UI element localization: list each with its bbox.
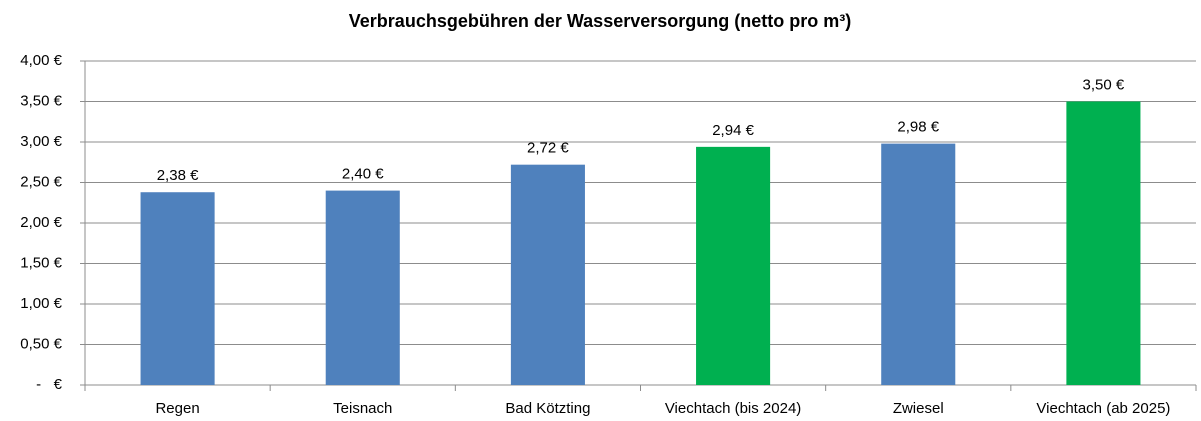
y-tick-label: 0,50 € xyxy=(20,335,62,352)
bar xyxy=(510,164,585,385)
x-tick-label: Teisnach xyxy=(333,400,392,417)
data-label: 2,94 € xyxy=(712,122,754,139)
data-label: 2,72 € xyxy=(527,140,569,157)
y-tick-label: 1,00 € xyxy=(20,295,62,312)
y-tick-label: 1,50 € xyxy=(20,254,62,271)
x-tick-label: Viechtach (ab 2025) xyxy=(1036,400,1170,417)
y-tick-label: 2,00 € xyxy=(20,214,62,231)
x-tick-label: Zwiesel xyxy=(893,400,944,417)
chart-title: Verbrauchsgebühren der Wasserversorgung … xyxy=(349,11,851,31)
bar xyxy=(1066,101,1141,385)
y-tick-label: 4,00 € xyxy=(20,52,62,69)
data-label: 2,38 € xyxy=(157,167,199,184)
bar xyxy=(696,146,771,385)
data-label: 2,98 € xyxy=(897,119,939,136)
y-tick-label: 2,50 € xyxy=(20,173,62,190)
x-tick-label: Viechtach (bis 2024) xyxy=(665,400,801,417)
bar xyxy=(140,192,215,385)
bar xyxy=(881,143,956,385)
bar xyxy=(325,190,400,385)
y-tick-label: 3,00 € xyxy=(20,133,62,150)
data-label: 2,40 € xyxy=(342,166,384,183)
x-tick-label: Regen xyxy=(155,400,199,417)
data-label: 3,50 € xyxy=(1083,76,1125,93)
x-tick-label: Bad Kötzting xyxy=(505,400,590,417)
y-tick-label: 3,50 € xyxy=(20,92,62,109)
y-tick-label: - € xyxy=(36,376,62,393)
